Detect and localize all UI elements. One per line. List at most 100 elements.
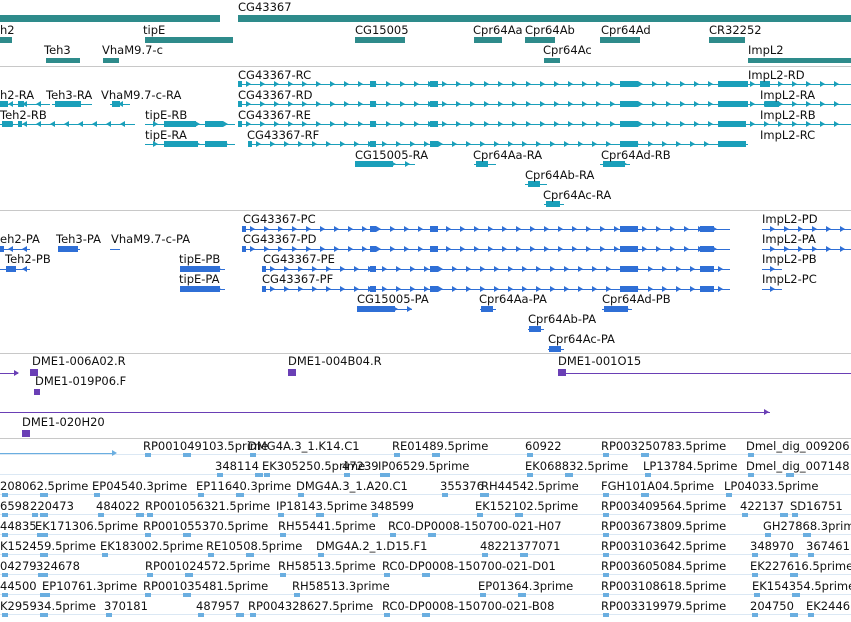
est-feature[interactable] — [808, 553, 814, 557]
cds-block[interactable] — [242, 246, 246, 252]
est-feature[interactable] — [198, 613, 204, 617]
est-feature[interactable] — [183, 533, 191, 537]
est-feature[interactable] — [136, 513, 144, 517]
exon-block[interactable] — [620, 141, 638, 147]
cds-block[interactable] — [180, 286, 220, 292]
est-feature[interactable] — [603, 573, 609, 577]
exon-block[interactable] — [718, 101, 748, 107]
cds-block[interactable] — [700, 226, 714, 232]
exon-block[interactable] — [430, 121, 438, 127]
est-feature[interactable] — [106, 613, 112, 617]
exon-block[interactable] — [718, 121, 746, 127]
gene-feature[interactable] — [0, 37, 12, 43]
est-feature[interactable] — [515, 513, 523, 517]
exon-block[interactable] — [546, 201, 560, 207]
cds-block[interactable] — [58, 246, 78, 252]
est-feature[interactable] — [382, 473, 390, 477]
est-feature[interactable] — [250, 613, 256, 617]
gene-feature[interactable] — [544, 58, 560, 63]
est-feature[interactable] — [483, 493, 489, 497]
est-feature[interactable] — [394, 453, 400, 457]
est-feature[interactable] — [40, 613, 48, 617]
est-feature[interactable] — [236, 613, 244, 617]
gene-feature[interactable] — [525, 37, 555, 43]
cds-block[interactable] — [549, 346, 561, 352]
cds-block[interactable] — [430, 246, 438, 252]
est-feature[interactable] — [748, 473, 754, 477]
est-feature[interactable] — [520, 553, 528, 557]
est-feature[interactable] — [147, 573, 153, 577]
est-feature[interactable] — [790, 553, 798, 557]
est-feature[interactable] — [780, 513, 788, 517]
gene-feature[interactable] — [145, 37, 233, 43]
exon-block[interactable] — [718, 81, 748, 87]
gene-feature[interactable] — [474, 37, 502, 43]
est-feature[interactable] — [246, 553, 254, 557]
exon-block[interactable] — [238, 121, 242, 127]
exon-block[interactable] — [765, 101, 779, 107]
exon-block[interactable] — [760, 81, 770, 87]
est-feature[interactable] — [792, 513, 798, 517]
est-feature[interactable] — [432, 453, 440, 457]
exon-block[interactable] — [370, 121, 376, 127]
est-feature[interactable] — [280, 573, 286, 577]
est-feature[interactable] — [32, 513, 38, 517]
gene-feature[interactable] — [748, 58, 851, 63]
clone-feature[interactable] — [30, 369, 38, 376]
exon-block[interactable] — [430, 141, 438, 147]
cds-block[interactable] — [357, 306, 395, 312]
gene-feature[interactable] — [600, 37, 640, 43]
est-feature[interactable] — [44, 593, 50, 597]
est-feature[interactable] — [147, 513, 153, 517]
est-feature[interactable] — [2, 553, 8, 557]
est-feature[interactable] — [264, 473, 270, 477]
est-feature[interactable] — [603, 513, 609, 517]
cds-block[interactable] — [620, 246, 638, 252]
est-feature[interactable] — [422, 573, 430, 577]
est-feature[interactable] — [748, 453, 754, 457]
est-feature[interactable] — [38, 573, 44, 577]
est-feature[interactable] — [278, 513, 284, 517]
exon-block[interactable] — [0, 101, 8, 107]
exon-block[interactable] — [205, 121, 223, 127]
est-feature[interactable] — [482, 553, 488, 557]
cds-block[interactable] — [370, 266, 376, 272]
cds-block[interactable] — [242, 226, 246, 232]
cds-block[interactable] — [262, 266, 266, 272]
cds-block[interactable] — [370, 286, 376, 292]
est-feature[interactable] — [384, 613, 390, 617]
est-feature[interactable] — [40, 573, 48, 577]
cds-block[interactable] — [529, 326, 541, 332]
exon-block[interactable] — [620, 81, 638, 87]
est-feature[interactable] — [183, 593, 191, 597]
exon-block[interactable] — [620, 101, 638, 107]
exon-block[interactable] — [112, 101, 120, 107]
est-feature[interactable] — [477, 513, 483, 517]
exon-block[interactable] — [18, 121, 22, 127]
est-feature[interactable] — [790, 613, 798, 617]
est-feature[interactable] — [384, 573, 390, 577]
cds-block[interactable] — [620, 286, 638, 292]
est-feature[interactable] — [752, 573, 758, 577]
exon-block[interactable] — [164, 121, 196, 127]
cds-block[interactable] — [430, 266, 438, 272]
est-feature[interactable] — [2, 573, 8, 577]
est-feature[interactable] — [40, 553, 48, 557]
est-feature[interactable] — [752, 553, 758, 557]
est-feature[interactable] — [726, 493, 732, 497]
est-feature[interactable] — [2, 493, 8, 497]
est-feature[interactable] — [40, 493, 48, 497]
est-feature[interactable] — [603, 593, 609, 597]
est-feature[interactable] — [518, 593, 526, 597]
est-feature[interactable] — [40, 533, 48, 537]
est-feature[interactable] — [442, 493, 448, 497]
exon-block[interactable] — [2, 121, 12, 127]
est-feature[interactable] — [527, 473, 533, 477]
est-feature[interactable] — [765, 533, 771, 537]
exon-block[interactable] — [164, 141, 198, 147]
est-feature[interactable] — [565, 473, 573, 477]
est-feature[interactable] — [98, 513, 104, 517]
est-feature[interactable] — [198, 493, 204, 497]
est-feature[interactable] — [318, 553, 324, 557]
est-feature[interactable] — [645, 473, 651, 477]
